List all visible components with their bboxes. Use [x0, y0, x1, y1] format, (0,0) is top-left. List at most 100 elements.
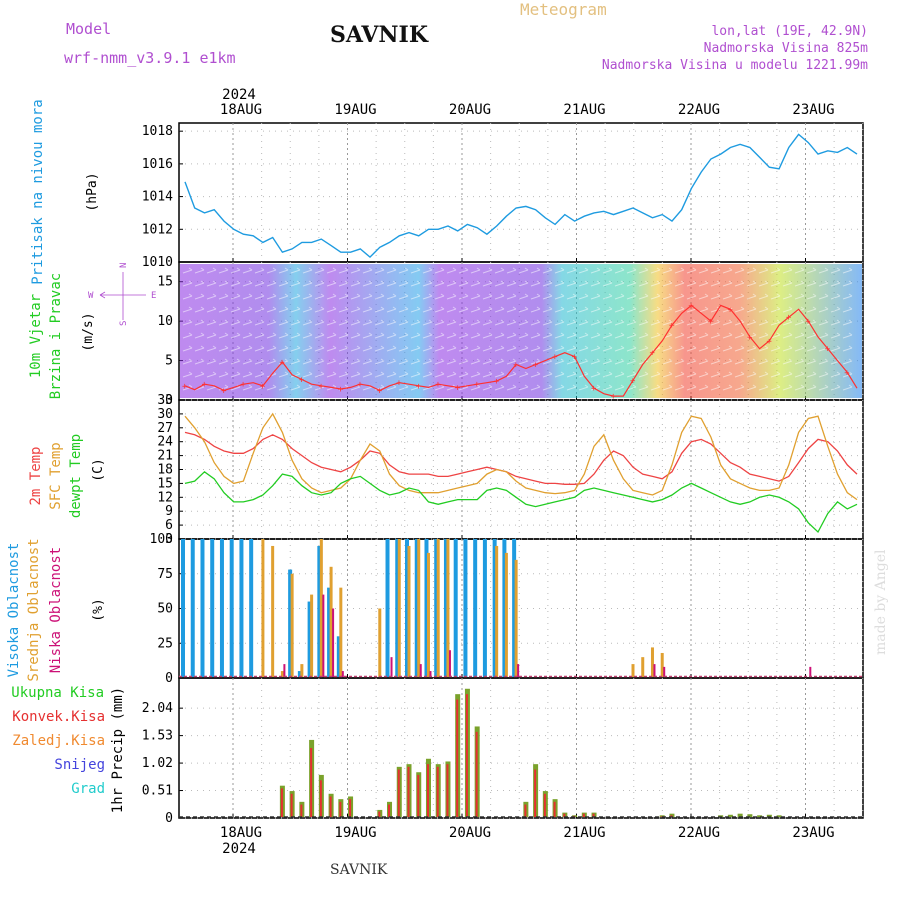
- wind-barb: [182, 306, 193, 313]
- mid-cloud-bar: [290, 573, 294, 677]
- y-tick-label: 2.04: [142, 701, 173, 716]
- wind-barb: [302, 293, 313, 300]
- convective-precip-bar: [349, 799, 352, 817]
- wind-barb: [626, 332, 637, 339]
- high-cloud-bar: [453, 539, 458, 677]
- wind-barb: [410, 319, 421, 326]
- convective-precip-bar: [290, 793, 293, 817]
- x-tick-label-top: 21AUG: [563, 102, 605, 118]
- wind-barb: [578, 293, 589, 300]
- temp-dewpoint-axis-label: dewpt Temp: [68, 434, 84, 518]
- wind-barb: [290, 293, 301, 300]
- wind-barb: [254, 371, 265, 378]
- mid-cloud-bar: [261, 539, 265, 677]
- wind-barb: [554, 358, 565, 365]
- wind-barb: [698, 306, 709, 313]
- wind-barb: [758, 267, 769, 274]
- low-cloud-bar: [283, 664, 286, 677]
- wind-barb: [530, 384, 541, 391]
- wind-barb: [254, 332, 265, 339]
- mid-cloud-bar: [504, 552, 508, 677]
- high-cloud-bar: [443, 539, 448, 677]
- wind-barb: [710, 345, 721, 352]
- wind-barb: [362, 267, 373, 274]
- wind-speed-point: +: [825, 345, 831, 355]
- compass-north-label: N: [119, 263, 129, 268]
- wind-barb: [314, 358, 325, 365]
- wind-barb: [434, 345, 445, 352]
- wind-barb: [602, 345, 613, 352]
- high-cloud-bar: [424, 539, 429, 677]
- mid-cloud-bar: [436, 539, 440, 677]
- wind-barb: [290, 280, 301, 287]
- wind-barb: [794, 293, 805, 300]
- wind-barb: [758, 371, 769, 378]
- precip-legend-label: Snijeg: [54, 757, 105, 773]
- temp-sfc-line: [184, 412, 858, 501]
- wind-barb: [242, 345, 253, 352]
- pressure-line: [184, 133, 858, 259]
- wind-barb: [434, 358, 445, 365]
- wind-barb: [746, 319, 757, 326]
- wind-barb: [398, 280, 409, 287]
- wind-barb: [782, 306, 793, 313]
- convective-precip-bar: [407, 766, 410, 817]
- wind-barb: [566, 345, 577, 352]
- wind-barb: [194, 332, 205, 339]
- wind-barb: [482, 371, 493, 378]
- wind-barb: [758, 384, 769, 391]
- wind-barb: [194, 293, 205, 300]
- wind-barb: [386, 384, 397, 391]
- wind-barb: [218, 280, 229, 287]
- wind-barb: [302, 306, 313, 313]
- y-tick-label: 18: [157, 463, 173, 478]
- y-tick-label: 24: [157, 435, 173, 450]
- wind-barb: [770, 384, 781, 391]
- wind-barb: [830, 267, 841, 274]
- high-cloud-bar: [288, 569, 293, 677]
- wind-barb: [518, 280, 529, 287]
- wind-barb: [674, 280, 685, 287]
- year-label-top: 2024: [222, 87, 256, 103]
- wind-speed-point: +: [221, 387, 227, 397]
- mid-cloud-bar: [378, 608, 382, 677]
- temp-sfc-axis-label: SFC Temp: [48, 442, 64, 509]
- wind-barb: [554, 345, 565, 352]
- x-tick-label-top: 23AUG: [792, 102, 834, 118]
- high-cloud-bar: [219, 539, 224, 677]
- wind-barb: [470, 332, 481, 339]
- wind-barb: [194, 306, 205, 313]
- wind-barb: [386, 371, 397, 378]
- wind-barb: [710, 358, 721, 365]
- y-tick-label: 1.53: [142, 729, 173, 744]
- model-label: Model: [66, 20, 112, 38]
- wind-barb: [722, 384, 733, 391]
- wind-barb: [374, 345, 385, 352]
- wind-barb: [530, 319, 541, 326]
- wind-speed-point: +: [494, 377, 500, 387]
- wind-barb: [602, 306, 613, 313]
- wind-barb: [710, 371, 721, 378]
- wind-barb: [482, 332, 493, 339]
- precip-legend-label: Ukupna Kisa: [11, 685, 104, 701]
- wind-barb: [242, 332, 253, 339]
- convective-precip-bar: [670, 815, 673, 817]
- wind-barb: [494, 293, 505, 300]
- mid-cloud-bar: [514, 559, 518, 677]
- wind-barb: [794, 267, 805, 274]
- wind-barb: [362, 345, 373, 352]
- wind-barb: [710, 293, 721, 300]
- wind-barb: [350, 371, 361, 378]
- wind-barb: [422, 332, 433, 339]
- wind-barb: [590, 293, 601, 300]
- wind-barb: [818, 319, 829, 326]
- wind-barb: [230, 306, 241, 313]
- wind-barb: [518, 332, 529, 339]
- x-tick-label-bottom: 18AUG: [220, 825, 262, 841]
- mid-cloud-bar: [660, 652, 664, 677]
- wind-barb: [458, 293, 469, 300]
- convective-precip-bar: [329, 796, 332, 817]
- wind-barb: [314, 306, 325, 313]
- wind-barb: [362, 332, 373, 339]
- wind-barb: [614, 319, 625, 326]
